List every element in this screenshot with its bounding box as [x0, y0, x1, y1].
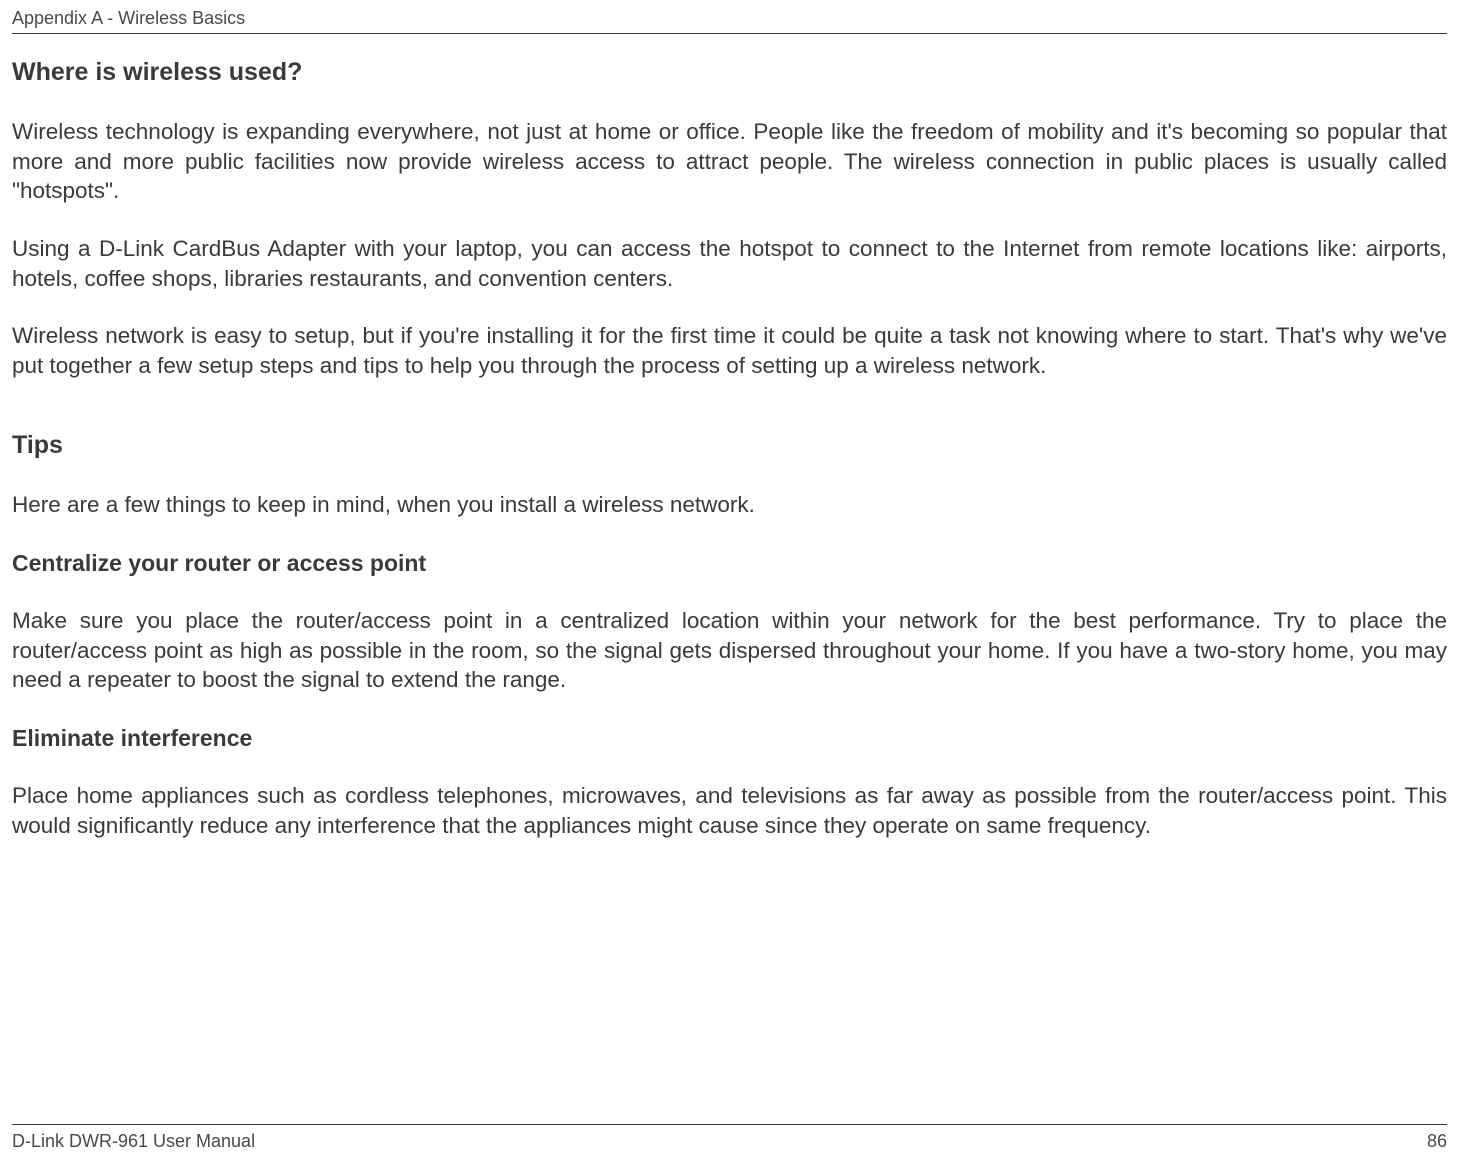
page-number: 86	[1427, 1131, 1447, 1152]
paragraph-centralize: Make sure you place the router/access po…	[12, 606, 1447, 695]
subheading-centralize: Centralize your router or access point	[12, 548, 1447, 578]
footer-rule	[12, 1124, 1447, 1125]
header-rule	[12, 33, 1447, 34]
paragraph-where-2: Using a D-Link CardBus Adapter with your…	[12, 234, 1447, 293]
page-content: Where is wireless used? Wireless technol…	[12, 56, 1447, 841]
paragraph-where-1: Wireless technology is expanding everywh…	[12, 117, 1447, 206]
header-left: Appendix A - Wireless Basics	[12, 8, 245, 29]
paragraph-tips-intro: Here are a few things to keep in mind, w…	[12, 490, 1447, 520]
page-footer: D-Link DWR-961 User Manual 86	[12, 1124, 1447, 1152]
footer-row: D-Link DWR-961 User Manual 86	[12, 1131, 1447, 1152]
section-heading-tips: Tips	[12, 429, 1447, 462]
page-header: Appendix A - Wireless Basics	[12, 0, 1447, 33]
paragraph-where-3: Wireless network is easy to setup, but i…	[12, 321, 1447, 380]
subheading-eliminate: Eliminate interference	[12, 723, 1447, 753]
footer-left: D-Link DWR-961 User Manual	[12, 1131, 255, 1152]
section-heading-where: Where is wireless used?	[12, 56, 1447, 89]
paragraph-eliminate: Place home appliances such as cordless t…	[12, 781, 1447, 840]
